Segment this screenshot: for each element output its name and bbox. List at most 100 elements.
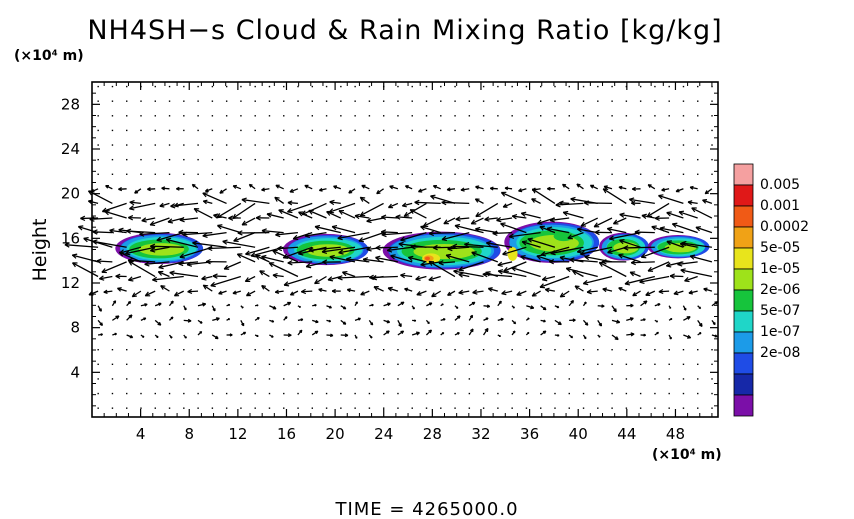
wind-vector — [508, 232, 541, 239]
x-tick-label: 24 — [374, 425, 393, 443]
wind-vector — [382, 378, 385, 380]
wind-vector — [497, 85, 499, 88]
wind-vector — [197, 129, 199, 132]
wind-vector — [678, 210, 698, 219]
wind-vector — [168, 100, 171, 102]
wind-vector — [192, 240, 227, 248]
wind-vector — [368, 115, 371, 117]
wind-vector — [211, 305, 216, 312]
wind-vector — [403, 202, 427, 217]
wind-vector — [668, 305, 672, 309]
wind-vector — [711, 85, 713, 88]
wind-vector — [582, 275, 613, 286]
wind-vector — [711, 129, 713, 132]
wind-vector — [470, 217, 484, 225]
wind-vector — [468, 100, 471, 102]
wind-vector — [126, 378, 128, 380]
wind-vector — [668, 392, 670, 395]
wind-vector — [468, 158, 471, 161]
wind-vector — [325, 158, 328, 161]
wind-vector — [225, 392, 228, 395]
wind-vector — [387, 202, 399, 209]
wind-vector — [261, 187, 270, 192]
wind-vector — [368, 392, 371, 395]
wind-vector — [159, 202, 170, 208]
wind-vector — [366, 217, 384, 224]
y-tick-label: 24 — [61, 140, 80, 158]
wind-vector — [582, 319, 589, 326]
wind-vector — [683, 316, 691, 321]
wind-vector — [411, 100, 413, 102]
wind-vector — [368, 129, 371, 132]
colorbar-swatch — [733, 184, 754, 207]
wind-vector — [225, 115, 228, 117]
wind-vector — [623, 245, 655, 251]
wind-vector — [669, 273, 684, 279]
wind-vector — [154, 334, 159, 339]
wind-vector — [447, 290, 456, 296]
wind-vector — [425, 348, 428, 351]
wind-vector — [140, 392, 142, 395]
wind-vector — [80, 215, 99, 222]
core-level — [424, 256, 430, 261]
wind-vector — [283, 173, 285, 175]
wind-vector — [126, 363, 128, 366]
wind-vector — [275, 231, 298, 238]
wind-vector — [711, 407, 713, 409]
wind-vector — [455, 216, 470, 222]
wind-vector — [368, 319, 374, 326]
wind-vector — [703, 287, 713, 292]
wind-vector — [140, 158, 142, 161]
wind-vector — [304, 184, 313, 190]
wind-vector — [340, 305, 347, 310]
wind-vector — [483, 304, 491, 308]
wind-vector — [232, 184, 242, 190]
wind-vector — [325, 115, 328, 117]
wind-vector — [268, 262, 299, 278]
wind-vector — [546, 226, 570, 234]
wind-vector — [497, 115, 499, 117]
wind-vector — [254, 173, 256, 175]
wind-vector — [711, 363, 713, 366]
wind-vector — [376, 188, 384, 195]
wind-vector — [668, 173, 670, 175]
wind-vector — [244, 275, 256, 283]
wind-vector — [454, 144, 456, 146]
wind-vector — [422, 217, 441, 227]
wind-vector — [568, 407, 570, 409]
wind-vector — [179, 246, 213, 259]
wind-vector — [440, 144, 442, 146]
wind-vector — [697, 305, 702, 310]
wind-vector — [668, 115, 670, 117]
wind-vector — [354, 213, 370, 220]
wind-vector — [597, 319, 603, 327]
wind-vector — [640, 318, 646, 322]
colorbar-swatch — [733, 247, 754, 270]
wind-vector — [325, 392, 328, 395]
x-tick-label: 4 — [136, 425, 146, 443]
wind-vector — [183, 392, 185, 395]
wind-vector — [611, 305, 617, 313]
wind-vector — [711, 392, 713, 395]
core-level — [507, 246, 518, 261]
wind-vector — [554, 115, 556, 117]
wind-vector — [211, 115, 214, 117]
wind-vector — [240, 305, 244, 309]
wind-vector — [168, 129, 171, 132]
x-tick-label: 8 — [184, 425, 194, 443]
wind-vector — [525, 317, 530, 321]
wind-vector — [397, 392, 399, 395]
wind-vector — [426, 302, 433, 307]
wind-vector — [582, 158, 585, 161]
wind-vector — [511, 129, 513, 132]
wind-vector — [454, 115, 456, 117]
wind-vector — [400, 232, 427, 242]
wind-vector — [630, 259, 655, 266]
wind-vector — [354, 317, 361, 321]
wind-vector — [440, 85, 442, 88]
wind-vector — [183, 144, 185, 146]
wind-vector — [97, 348, 99, 351]
wind-vector — [468, 392, 471, 395]
wind-vector — [397, 301, 405, 307]
wind-vector — [268, 407, 271, 409]
